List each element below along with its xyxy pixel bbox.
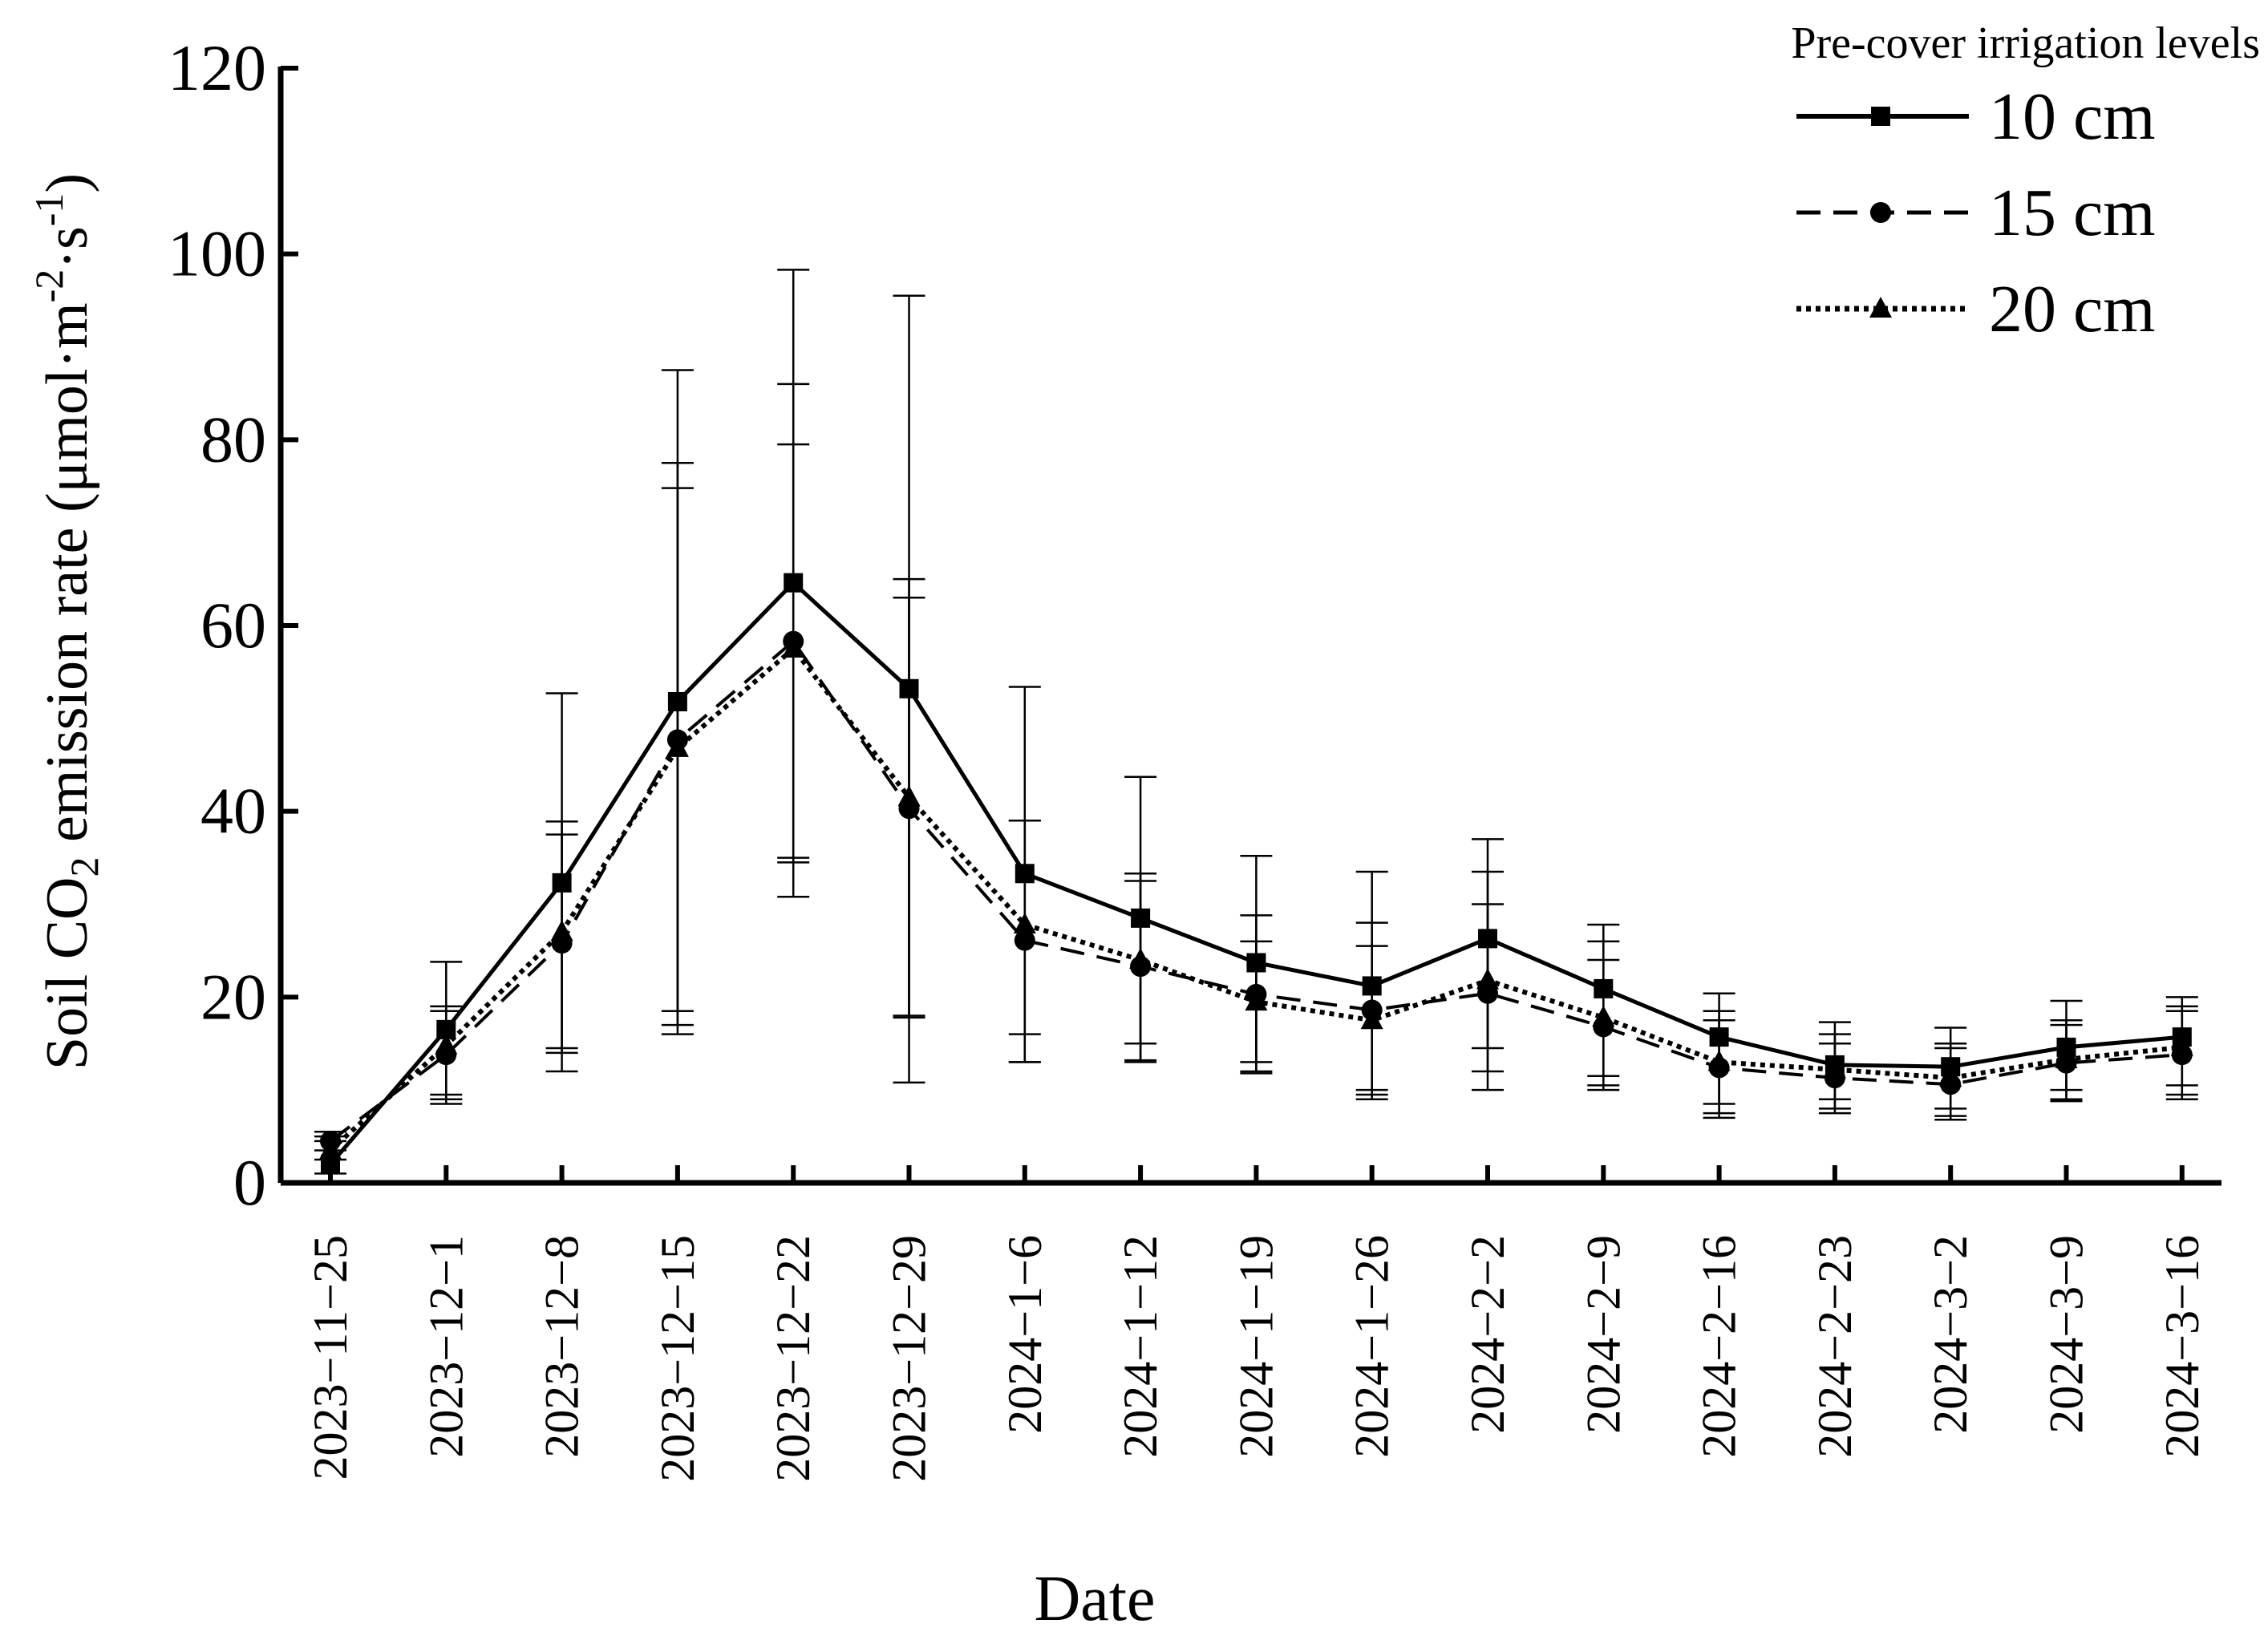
x-tick-label: 2024−3−9 (2040, 1235, 2093, 1434)
x-tick-label: 2024−3−16 (2156, 1235, 2209, 1458)
series-20cm-point (1592, 1005, 1615, 1026)
y-axis-title-end: ) (34, 173, 100, 193)
axes: 0 20 40 60 80 100 120 2023−11−25 2023−12−1 2023−1… (168, 31, 2221, 1482)
x-tick-label: 2023−11−25 (304, 1235, 357, 1480)
series-20cm-point (550, 920, 573, 941)
x-tick-label: 2024−1−26 (1346, 1235, 1399, 1458)
series-20cm-point (1360, 1008, 1383, 1030)
y-tick-label: 80 (200, 403, 266, 476)
x-tick-label: 2024−2−23 (1808, 1235, 1861, 1458)
y-tick-label: 120 (168, 31, 266, 104)
series-10cm-point (667, 691, 687, 711)
y-tick-label: 100 (168, 217, 266, 290)
series-10cm-point (1594, 978, 1614, 998)
series-20cm-point (1707, 1050, 1731, 1071)
x-tick-label: 2024−1−12 (1114, 1235, 1167, 1458)
series-10cm-point (784, 573, 804, 593)
series-10cm-point (1246, 953, 1266, 973)
legend-10cm-marker (1871, 107, 1890, 126)
y-axis-title: Soil CO2 emission rate (μmol·m-2·s-1) (26, 173, 107, 1070)
y-tick-label: 40 (200, 775, 266, 848)
legend-10cm-label: 10 cm (1989, 79, 2156, 154)
legend-15cm-label: 15 cm (1989, 176, 2156, 250)
x-tick-label: 2024−3−2 (1924, 1235, 1977, 1434)
x-tick-label: 2024−1−19 (1229, 1235, 1282, 1458)
legend-title: Pre-cover irrigation levels (1791, 18, 2260, 68)
series-10cm-point (899, 678, 919, 698)
x-axis-title: Date (1034, 1564, 1155, 1634)
series-20cm-point (2170, 1035, 2193, 1056)
x-tick-label: 2023−12−22 (767, 1235, 820, 1482)
series-20cm-point (666, 735, 689, 757)
legend: Pre-cover irrigation levels 10 cm 15 cm 20… (1791, 18, 2260, 346)
series-20cm-point (1823, 1057, 1846, 1079)
y-axis-title-sup2: -1 (26, 193, 71, 227)
x-tick-label: 2024−2−9 (1577, 1235, 1630, 1434)
series-20cm-point (1476, 968, 1499, 990)
y-tick-label: 60 (200, 589, 266, 662)
x-tick-label: 2023−12−15 (651, 1235, 704, 1482)
series-15cm-point (1014, 929, 1035, 951)
series-20cm-point (782, 636, 805, 658)
series-markers (319, 573, 2193, 1174)
series-10cm-point (1131, 908, 1151, 928)
x-tick-label: 2023−12−29 (883, 1235, 936, 1482)
legend-20cm-label: 20 cm (1989, 272, 2156, 346)
legend-15cm-marker (1870, 202, 1891, 223)
series-20cm-point (897, 785, 921, 807)
error-bars (314, 269, 2198, 1175)
series-20cm-point (1013, 912, 1036, 933)
series-10cm-point (1709, 1027, 1729, 1047)
legend-20cm-marker (1869, 297, 1892, 318)
series-10cm-point (552, 873, 572, 893)
series-20cm-point (2055, 1047, 2078, 1068)
series-20cm-point (435, 1033, 458, 1055)
x-tick-label: 2023−12−8 (536, 1235, 589, 1458)
series-10cm-point (1015, 864, 1035, 884)
series-20cm-point (1939, 1066, 1962, 1087)
y-axis-title-sub: 2 (62, 857, 107, 877)
y-axis-title-sup1: -2 (26, 269, 71, 303)
series-10cm-point (1362, 976, 1382, 996)
series-20cm-point (319, 1138, 342, 1160)
x-tick-label: 2024−1−6 (998, 1235, 1051, 1434)
y-tick-label: 20 (200, 960, 266, 1033)
x-tick-label: 2024−2−2 (1461, 1235, 1514, 1434)
y-axis-title-dot: ·s (34, 226, 100, 269)
y-tick-label: 0 (233, 1146, 266, 1219)
y-axis-title-mid: emission rate (μmol·m (34, 302, 100, 856)
series-20cm-point (1245, 990, 1268, 1011)
x-tick-label: 2023−12−1 (419, 1235, 472, 1458)
y-axis-title-prefix: Soil CO (34, 877, 100, 1071)
x-tick-label: 2024−2−16 (1693, 1235, 1746, 1458)
series-20cm-point (1129, 948, 1152, 969)
series-10cm-point (1478, 929, 1497, 949)
